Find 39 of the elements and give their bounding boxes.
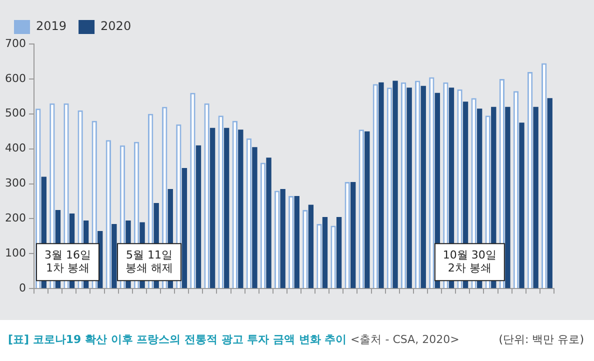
y-tick-label: 600 [4,72,26,85]
bar [378,82,384,288]
bar [505,106,510,288]
text: (단위: 백만 유로) [498,332,584,347]
bar [547,98,552,288]
y-tick-label: 0 [18,281,26,294]
bar [196,145,202,288]
bar [350,182,356,288]
bar [406,88,412,288]
bar [280,189,286,288]
text: [표] 코로나19 확산 이후 프랑스의 전통적 광고 투자 금액 변화 추이 [8,333,347,346]
y-tick-label: 300 [4,176,26,190]
bar [336,216,342,288]
y-tick-label: 700 [4,36,26,50]
bar [392,80,398,288]
bar [364,131,370,288]
bar [533,106,538,288]
y-tick-label: 100 [4,246,26,260]
bar [238,130,244,288]
bar [294,196,300,288]
text: <출처 - CSA, 2020> [350,333,460,346]
bar [182,168,188,288]
bar [322,216,328,288]
bar [266,158,272,288]
y-tick-label: 500 [4,106,26,120]
annotation: 5월 11일 봉쇄 해제 [125,248,173,274]
annotation: 10월 30일 2차 봉쇄 [442,248,496,274]
bar [252,147,258,288]
legend-label: 2020 [100,19,132,34]
bar [308,204,314,288]
bar [519,122,524,288]
y-tick-label: 400 [4,142,26,155]
bar [224,128,230,288]
y-tick-label: 200 [4,212,26,225]
legend-label: 2019 [36,19,67,34]
bar [420,86,426,288]
bar [210,128,216,288]
bar [112,224,117,288]
annotation: 3월 16일 1차 봉쇄 [44,248,91,274]
